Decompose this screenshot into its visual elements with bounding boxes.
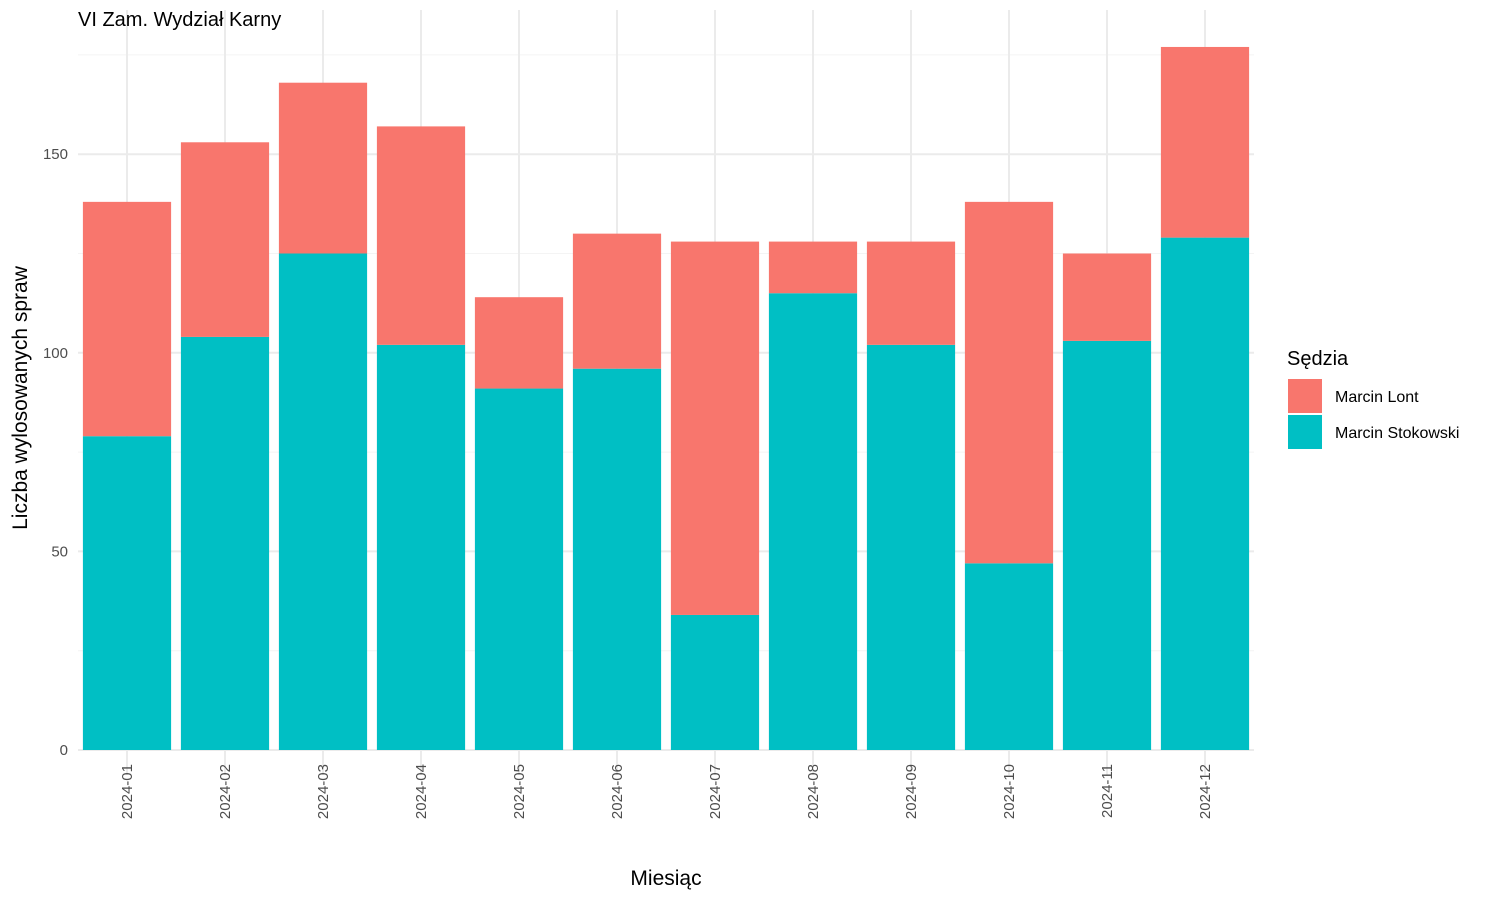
x-tick-label: 2024-01 [119, 764, 136, 819]
x-tick-label: 2024-09 [903, 764, 920, 819]
x-tick-label: 2024-06 [609, 764, 626, 819]
bar-marcin-stokowski-2024-08 [768, 293, 858, 750]
x-tick-label: 2024-04 [413, 764, 430, 819]
x-tick-label: 2024-05 [511, 764, 528, 819]
bar-marcin-lont-2024-01 [82, 201, 172, 437]
bar-marcin-stokowski-2024-10 [964, 563, 1054, 750]
y-axis-title: Liczba wylosowanych spraw [9, 265, 32, 530]
legend-swatch-marcin-stokowski [1288, 415, 1322, 449]
bar-marcin-stokowski-2024-01 [82, 436, 172, 750]
bar-marcin-lont-2024-03 [278, 82, 368, 254]
bar-marcin-stokowski-2024-11 [1062, 340, 1152, 750]
bar-marcin-lont-2024-11 [1062, 253, 1152, 341]
y-tick-label: 0 [60, 742, 68, 759]
legend-label-marcin-lont: Marcin Lont [1335, 389, 1419, 406]
bar-marcin-stokowski-2024-07 [670, 614, 760, 750]
x-tick-label: 2024-11 [1099, 764, 1116, 818]
bar-marcin-stokowski-2024-03 [278, 253, 368, 750]
bar-marcin-stokowski-2024-09 [866, 344, 956, 750]
bar-marcin-lont-2024-06 [572, 233, 662, 369]
bar-marcin-stokowski-2024-05 [474, 388, 564, 750]
legend: Sędzia Marcin Lont Marcin Stokowski [1287, 348, 1459, 449]
legend-swatch-marcin-lont [1288, 379, 1322, 413]
bar-marcin-stokowski-2024-06 [572, 368, 662, 750]
bar-marcin-stokowski-2024-02 [180, 336, 270, 750]
legend-title: Sędzia [1287, 348, 1349, 370]
bar-marcin-stokowski-2024-04 [376, 344, 466, 750]
bar-marcin-lont-2024-10 [964, 201, 1054, 564]
bar-marcin-lont-2024-08 [768, 241, 858, 294]
y-tick-label: 50 [51, 543, 68, 560]
x-axis-title: Miesiąc [630, 867, 701, 890]
axis-ticks: 0 50 100 150 2024-01 2024-02 2024-03 2024-04 202… [43, 146, 1214, 819]
x-tick-label: 2024-03 [315, 764, 332, 819]
x-tick-label: 2024-07 [707, 764, 724, 819]
y-tick-label: 100 [43, 345, 68, 362]
bar-marcin-lont-2024-04 [376, 126, 466, 345]
bar-marcin-lont-2024-02 [180, 142, 270, 337]
bar-marcin-stokowski-2024-12 [1160, 237, 1250, 750]
legend-label-marcin-stokowski: Marcin Stokowski [1335, 425, 1459, 442]
x-tick-label: 2024-12 [1197, 764, 1214, 819]
x-tick-label: 2024-08 [805, 764, 822, 819]
chart-title: VI Zam. Wydział Karny [78, 9, 281, 31]
x-tick-label: 2024-10 [1001, 764, 1018, 819]
x-tick-label: 2024-02 [217, 764, 234, 819]
bar-marcin-lont-2024-12 [1160, 46, 1250, 238]
bar-marcin-lont-2024-05 [474, 297, 564, 389]
bar-marcin-lont-2024-09 [866, 241, 956, 345]
bars [82, 46, 1250, 750]
bar-marcin-lont-2024-07 [670, 241, 760, 615]
y-tick-label: 150 [43, 146, 68, 163]
